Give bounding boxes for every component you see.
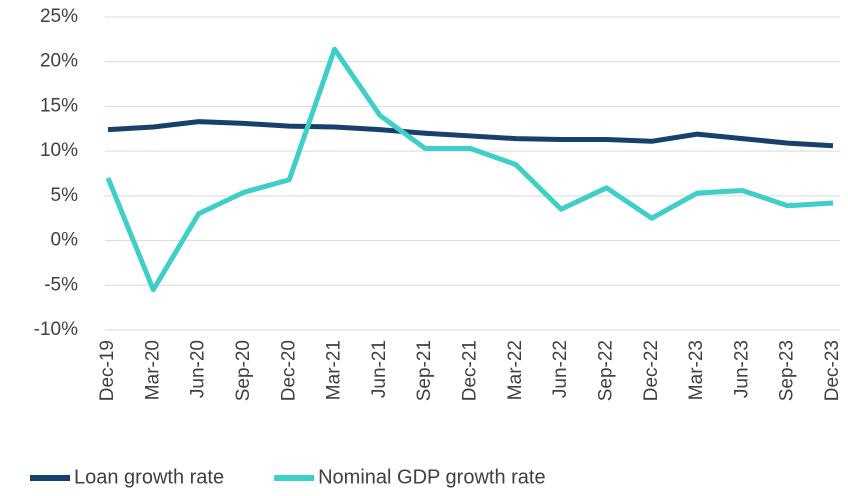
x-tick-label: Dec-21 — [460, 340, 481, 401]
x-tick-label: Mar-21 — [324, 340, 345, 400]
x-tick-label: Sep-23 — [777, 340, 798, 401]
y-tick-label: -10% — [34, 319, 78, 340]
legend-label: Loan growth rate — [74, 466, 224, 488]
x-tick-label: Mar-20 — [142, 340, 163, 400]
line-series — [107, 119, 834, 149]
y-tick-label: 25% — [40, 6, 78, 27]
y-tick-label: 15% — [40, 95, 78, 116]
x-tick-label: Dec-20 — [278, 340, 299, 401]
x-tick-label: Mar-22 — [505, 340, 526, 400]
y-tick-label: 0% — [51, 230, 79, 251]
x-tick-label: Jun-22 — [550, 340, 571, 398]
line-series — [105, 46, 834, 293]
x-tick-label: Jun-20 — [188, 340, 209, 398]
x-tick-label: Dec-19 — [97, 340, 118, 401]
x-tick-label: Jun-21 — [369, 340, 390, 398]
x-tick-label: Sep-21 — [414, 340, 435, 401]
x-tick-label: Sep-22 — [595, 340, 616, 401]
y-tick-label: 5% — [51, 185, 79, 206]
x-tick-label: Sep-20 — [233, 340, 254, 401]
y-tick-label: 10% — [40, 140, 78, 161]
legend-label: Nominal GDP growth rate — [318, 466, 546, 488]
x-tick-label: Mar-23 — [686, 340, 707, 400]
x-tick-label: Dec-23 — [822, 340, 843, 401]
x-tick-label: Jun-23 — [731, 340, 752, 398]
x-tick-label: Dec-22 — [641, 340, 662, 401]
y-tick-label: 20% — [40, 51, 78, 72]
y-tick-label: -5% — [44, 274, 78, 295]
